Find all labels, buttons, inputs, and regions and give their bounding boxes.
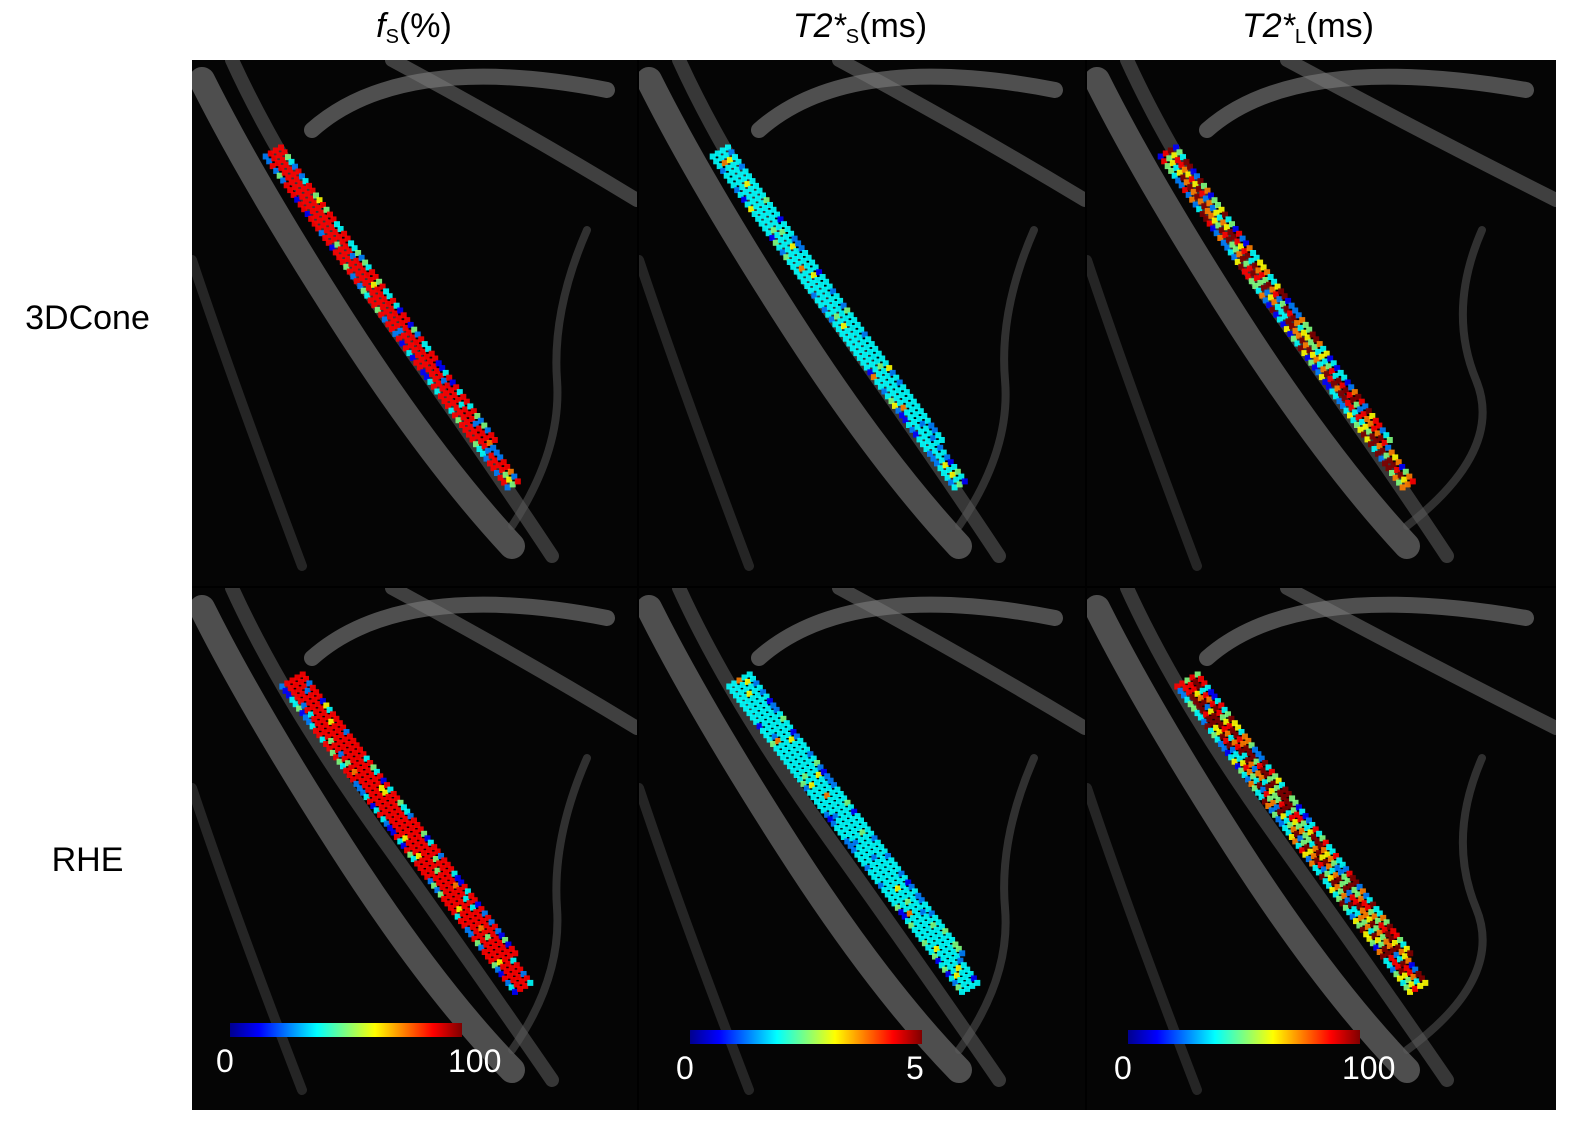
image-grid xyxy=(192,60,1556,1110)
mri-image xyxy=(639,588,1085,1095)
ligament-map xyxy=(726,671,981,995)
anatomy-outline xyxy=(1087,60,1556,571)
ligament-map xyxy=(1174,671,1429,995)
colorbar-t2s xyxy=(690,1030,922,1044)
ligament-map xyxy=(279,671,534,995)
mri-image xyxy=(639,60,1085,571)
anatomy-outline xyxy=(639,60,1085,571)
row-label-rhe: RHE xyxy=(51,841,124,879)
ligament-map xyxy=(1157,144,1416,491)
anatomy-outline xyxy=(1087,588,1556,1095)
colorbar-t2s-max-label: 5 xyxy=(906,1050,924,1086)
anatomy-outline xyxy=(192,588,637,1095)
panel-cone-fs xyxy=(192,60,637,586)
ligament-map xyxy=(262,144,521,491)
colorbar-t2l-min-label: 0 xyxy=(1114,1050,1132,1086)
row-label-3dcone: 3DCone xyxy=(25,299,150,337)
column-title-t2s: T2*S(ms) xyxy=(792,7,928,48)
panel-rhe-t2s xyxy=(639,588,1085,1110)
mri-image xyxy=(1087,60,1556,571)
panel-cone-t2s xyxy=(639,60,1085,586)
ligament-map xyxy=(709,144,968,491)
anatomy-outline xyxy=(192,60,637,571)
colorbar-fs-min-label: 0 xyxy=(216,1043,234,1079)
mri-image xyxy=(192,588,637,1095)
panel-rhe-t2l xyxy=(1087,588,1556,1110)
mri-image xyxy=(192,60,637,571)
colorbar-t2l-max-label: 100 xyxy=(1342,1050,1396,1086)
colorbar-fs xyxy=(230,1023,462,1037)
column-title-t2l: T2*L(ms) xyxy=(1241,7,1374,48)
column-title-fs: fS(%) xyxy=(376,7,452,48)
panel-cone-t2l xyxy=(1087,60,1556,586)
mri-image xyxy=(1087,588,1556,1095)
colorbar-t2s-min-label: 0 xyxy=(676,1050,694,1086)
colorbar-t2l xyxy=(1128,1030,1360,1044)
colorbar-fs-max-label: 100 xyxy=(448,1043,502,1079)
